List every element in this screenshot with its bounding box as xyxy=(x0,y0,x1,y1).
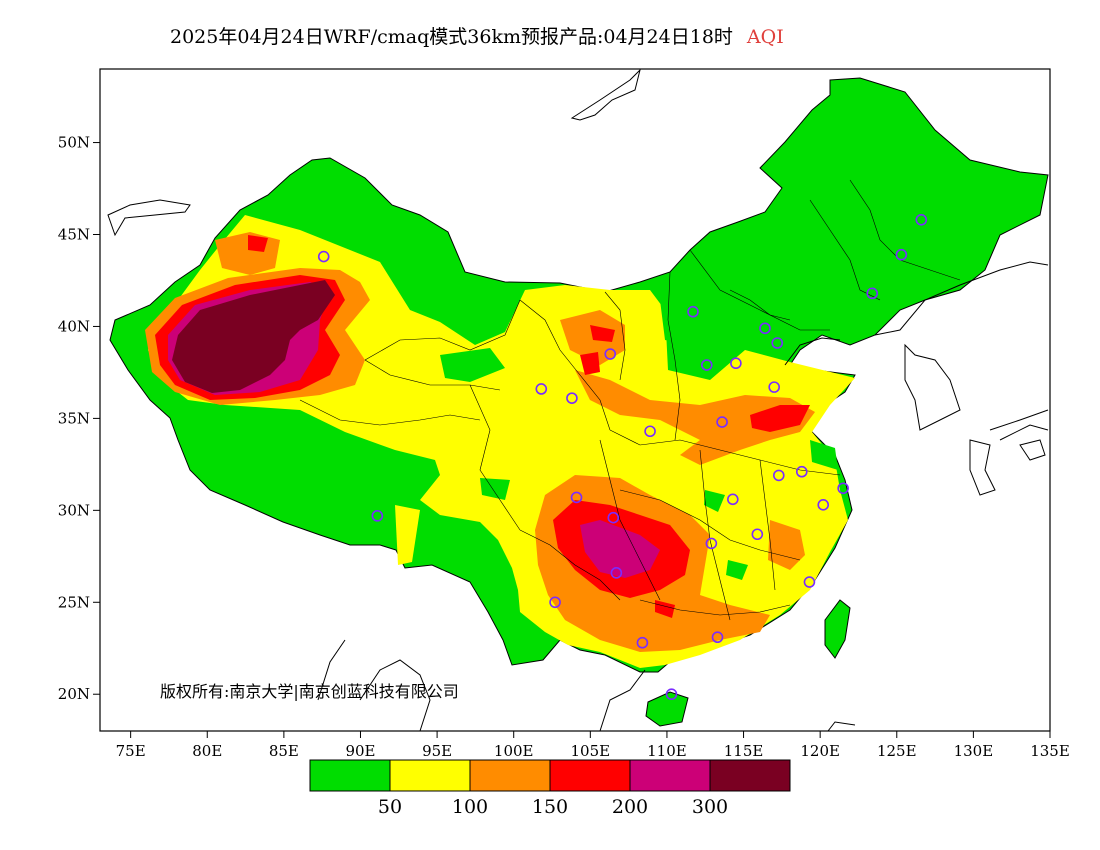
legend-swatch xyxy=(709,759,791,792)
aqi-green-patch-3 xyxy=(704,490,725,512)
station-marker xyxy=(636,636,649,649)
lat-tick-label: 40N xyxy=(58,317,90,335)
station-marker xyxy=(317,250,330,263)
aqi-band-orange-ili xyxy=(215,232,280,275)
legend-label: 200 xyxy=(612,796,648,818)
legend-label: 150 xyxy=(532,796,568,818)
station-marker xyxy=(795,465,808,478)
map-frame xyxy=(99,68,1051,732)
station-marker xyxy=(700,359,713,371)
aqi-band-red-guangxi xyxy=(655,600,675,618)
aqi-green-patch-1 xyxy=(440,348,505,382)
legend-swatch xyxy=(389,759,471,792)
station-marker xyxy=(803,576,816,588)
station-marker xyxy=(837,482,849,495)
lon-tick-label: 115E xyxy=(724,742,764,760)
lon-tick-label: 95E xyxy=(422,742,452,760)
legend-label: 100 xyxy=(452,796,488,818)
lat-tick-label: 20N xyxy=(58,685,90,703)
monitoring-stations xyxy=(317,213,928,701)
lon-tick-label: 110E xyxy=(647,742,687,760)
station-marker xyxy=(751,528,764,541)
aqi-band-red-ordos xyxy=(590,325,615,342)
lon-tick-label: 85E xyxy=(269,742,299,760)
aqi-band-yellow-tibet xyxy=(330,388,440,430)
station-marker xyxy=(566,392,578,404)
aqi-band-magenta-guizhou xyxy=(580,520,660,578)
aqi-green-patch-4 xyxy=(726,560,748,580)
station-marker xyxy=(817,499,830,511)
title-main: 2025年04月24日WRF/cmaq模式36km预报产品:04月24日18时 xyxy=(170,26,733,48)
lon-tick-label: 75E xyxy=(116,742,146,760)
station-marker xyxy=(705,537,718,550)
copyright-text: 版权所有:南京大学|南京创蓝科技有限公司 xyxy=(160,682,459,701)
legend-swatch xyxy=(469,759,551,792)
aqi-band-maroon-taklamakan xyxy=(172,280,335,393)
lon-tick-label: 130E xyxy=(954,742,994,760)
station-marker xyxy=(607,511,620,524)
station-marker xyxy=(665,688,678,701)
station-marker xyxy=(771,337,784,349)
neighbor-coastlines xyxy=(107,69,1049,731)
aqi-green-patch-6 xyxy=(480,478,510,500)
station-marker xyxy=(727,493,739,506)
lat-tick-label: 35N xyxy=(58,409,90,427)
lat-tick-label: 45N xyxy=(58,226,90,244)
aqi-band-red-shandong xyxy=(750,405,810,432)
aqi-band-orange-central xyxy=(575,370,815,465)
lat-tick-label: 25N xyxy=(58,593,90,611)
station-marker xyxy=(610,567,623,579)
legend-label: 300 xyxy=(692,796,728,818)
station-marker xyxy=(772,469,785,482)
aqi-band-yellow-setibet xyxy=(395,505,420,565)
aqi-green-patch-2 xyxy=(660,300,700,345)
station-marker xyxy=(730,357,742,370)
hainan-landmass xyxy=(645,691,689,727)
aqi-green-patch-5 xyxy=(810,440,838,470)
station-marker xyxy=(687,305,699,318)
station-marker xyxy=(711,631,724,644)
aqi-band-orange-southeast xyxy=(768,520,805,570)
station-marker xyxy=(604,348,617,360)
station-marker xyxy=(866,287,879,300)
legend-swatch xyxy=(629,759,711,792)
map-layers xyxy=(107,69,1049,731)
lon-tick-label: 80E xyxy=(192,742,222,760)
station-marker xyxy=(535,383,548,395)
station-marker xyxy=(895,248,908,261)
title-variable: AQI xyxy=(746,26,784,48)
station-marker xyxy=(759,322,771,335)
legend-swatch xyxy=(549,759,631,792)
lon-tick-label: 90E xyxy=(345,742,375,760)
lon-tick-label: 125E xyxy=(877,742,917,760)
lat-tick-label: 30N xyxy=(58,501,90,519)
latitude-axis: 50N 45N 40N 35N 30N 25N 20N xyxy=(58,134,100,703)
station-marker xyxy=(915,213,928,226)
station-marker xyxy=(371,510,384,522)
longitude-axis: 75E 80E 85E 90E 95E 100E 105E 110E 115E 120E 125E 1… xyxy=(116,731,1070,760)
station-marker xyxy=(549,596,561,609)
station-marker xyxy=(570,491,583,504)
station-marker xyxy=(768,381,780,393)
legend-label: 50 xyxy=(378,796,402,818)
lon-tick-label: 100E xyxy=(494,742,534,760)
lon-tick-label: 120E xyxy=(800,742,840,760)
lon-tick-label: 135E xyxy=(1030,742,1070,760)
legend-swatch xyxy=(309,759,391,792)
aqi-legend: 50 100 150 200 300 xyxy=(309,759,791,818)
page-title: 2025年04月24日WRF/cmaq模式36km预报产品:04月24日18时 A… xyxy=(170,22,784,49)
station-marker xyxy=(644,425,656,438)
taiwan-landmass xyxy=(824,599,851,659)
lat-tick-label: 50N xyxy=(58,134,90,152)
aqi-band-red-ili xyxy=(248,235,268,252)
aqi-band-red-ningxia xyxy=(580,352,600,375)
lon-tick-label: 105E xyxy=(571,742,611,760)
station-marker xyxy=(716,416,728,428)
